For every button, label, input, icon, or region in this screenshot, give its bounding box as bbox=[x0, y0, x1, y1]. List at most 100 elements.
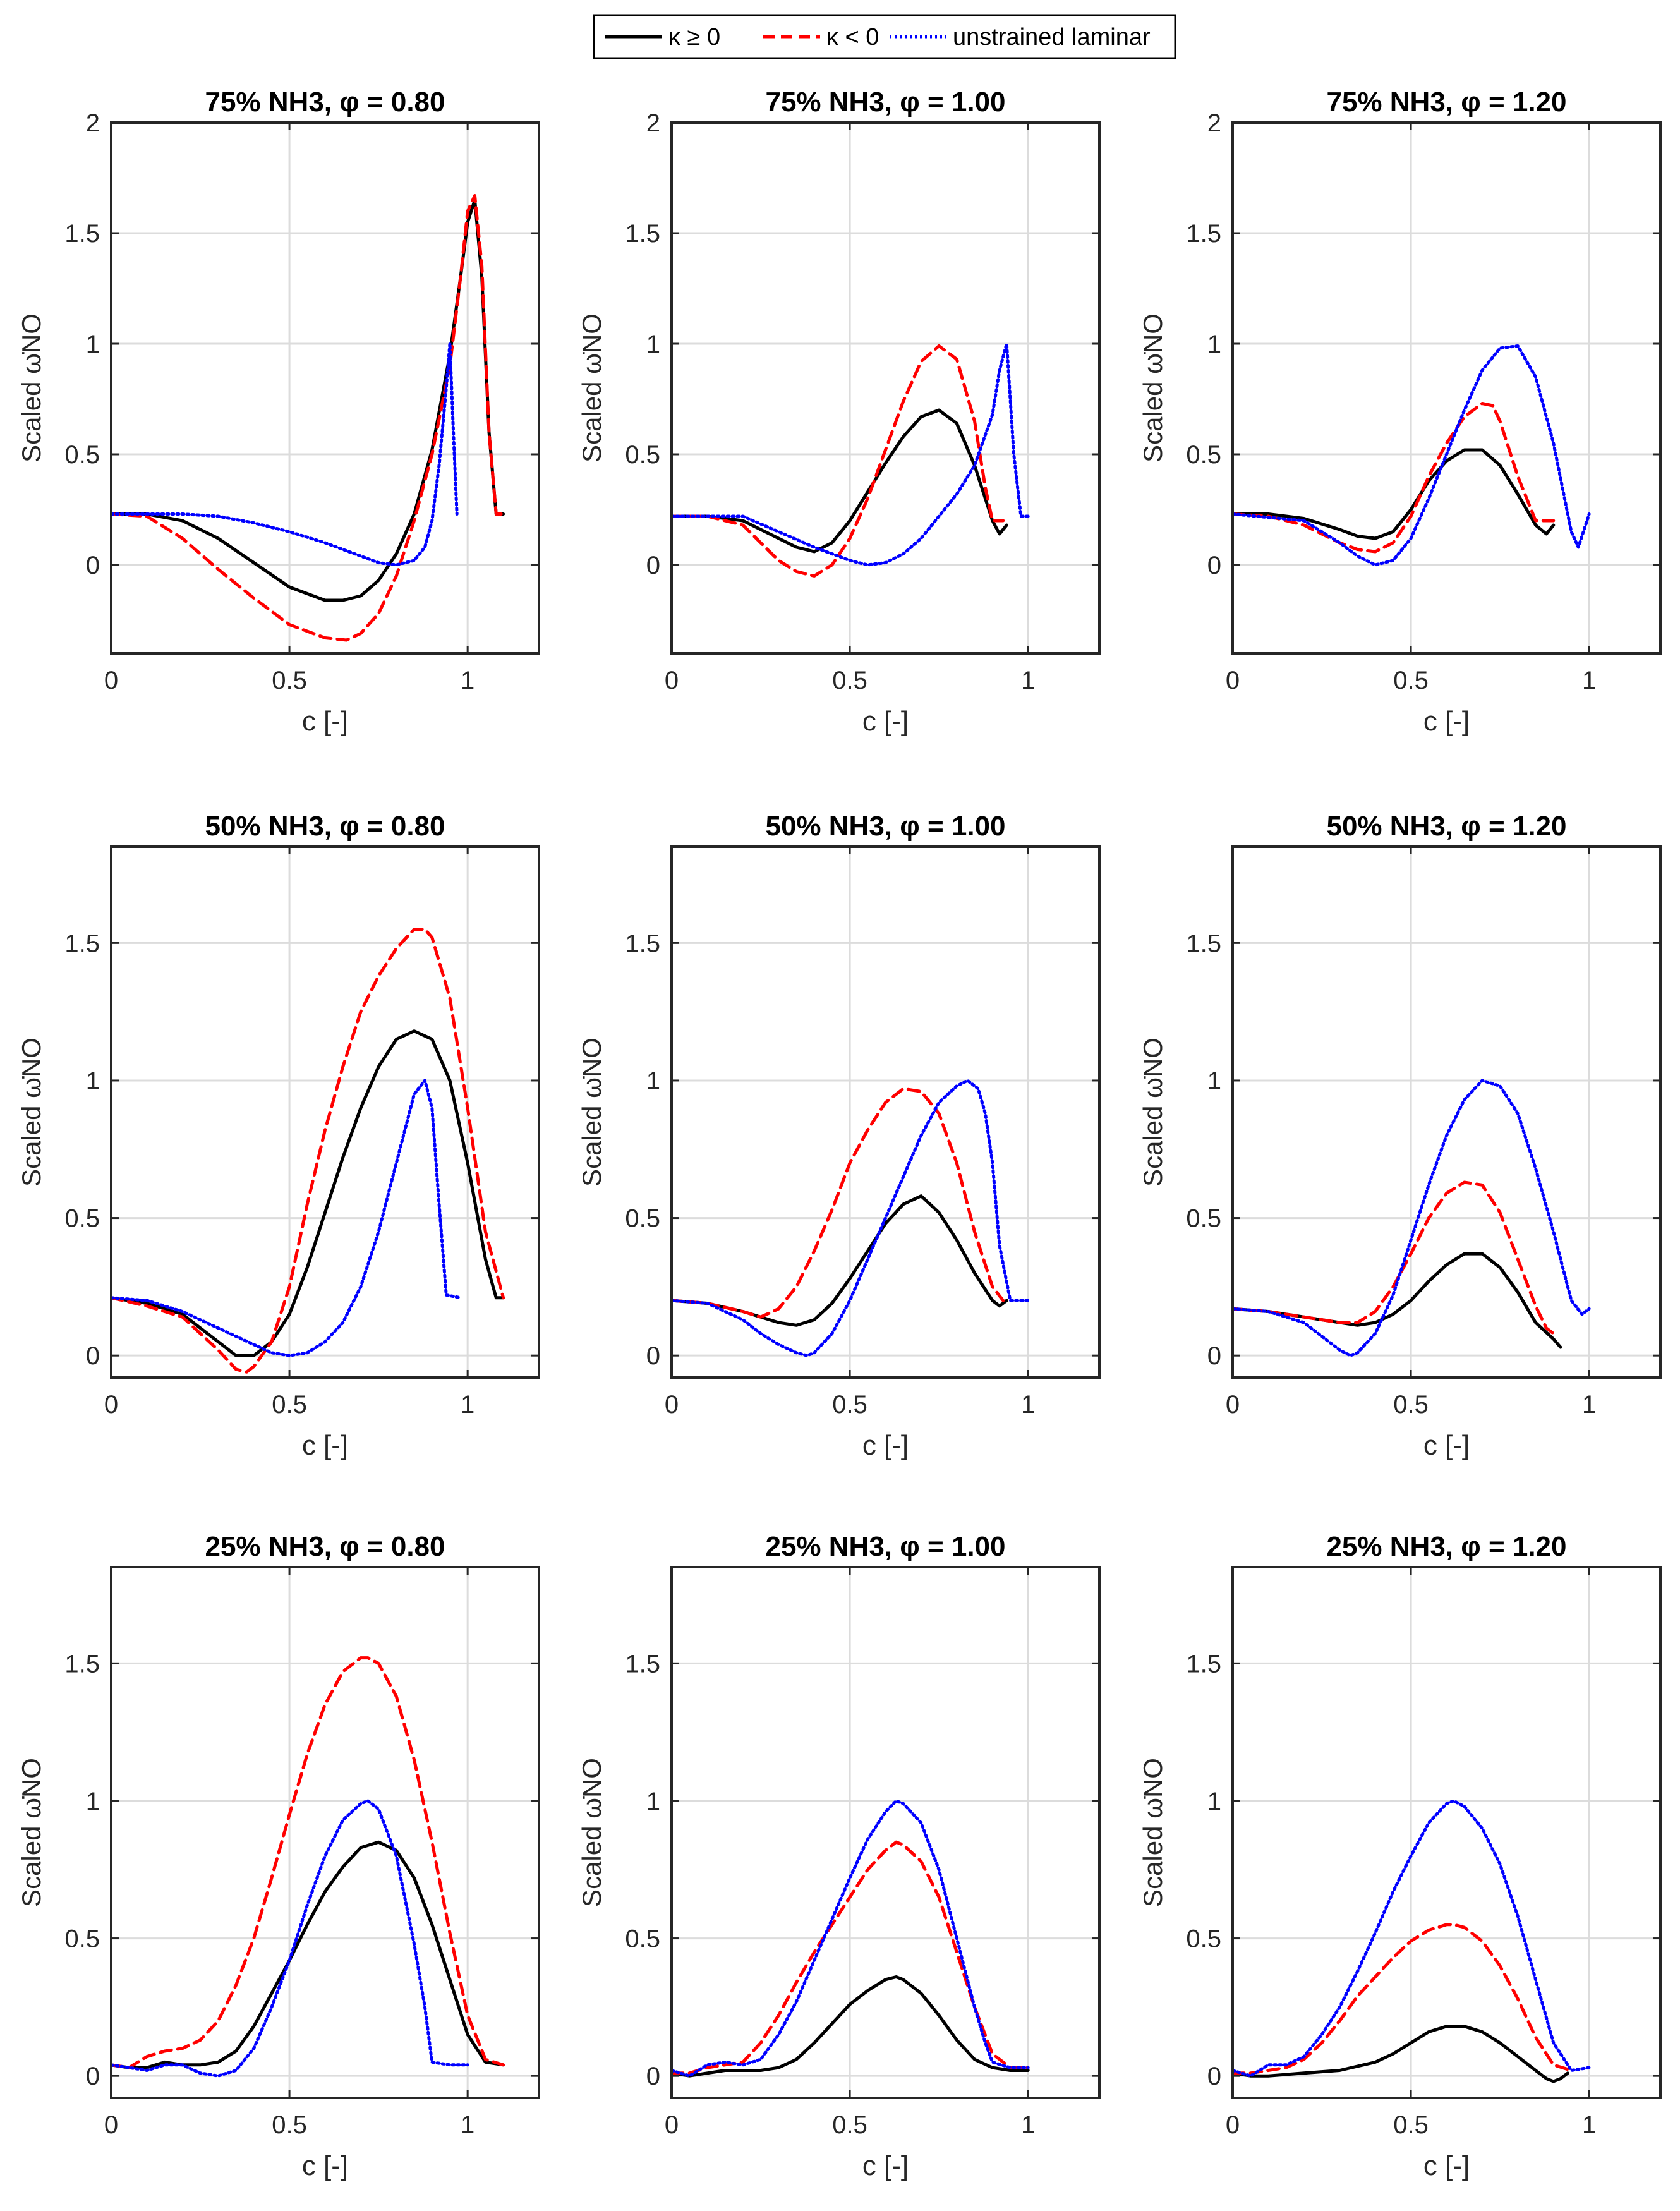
y-tick-label: 1 bbox=[1207, 1067, 1221, 1095]
panel-title: 25% NH3, φ = 0.80 bbox=[205, 1531, 445, 1562]
series-line-kappa-pos bbox=[1233, 2025, 1569, 2083]
panel-9: 0 0.5 1 0 0.5 1 1.5 25% NH3, φ = 1.20 c [-] Scale… bbox=[1138, 1531, 1662, 2181]
panel-4: 0 0.5 1 0 0.5 1 1.5 50% NH3, φ = 0.80 c [-] Scale… bbox=[16, 811, 540, 1461]
legend: κ ≥ 0 κ < 0 unstrained laminar bbox=[593, 14, 1176, 59]
y-tick-label: 0.5 bbox=[625, 1925, 660, 1953]
x-tick-label: 0 bbox=[104, 1391, 118, 1419]
series-line-kappa-pos bbox=[1233, 448, 1556, 540]
axes-box bbox=[670, 1566, 1101, 2099]
x-tick-label: 0.5 bbox=[832, 1391, 867, 1419]
y-tick-label: 2 bbox=[1207, 109, 1221, 137]
y-tick-label: 1 bbox=[646, 1788, 660, 1815]
legend-label-kappa-neg: κ < 0 bbox=[826, 24, 879, 51]
axes-box bbox=[1231, 1566, 1662, 2099]
series-line-unstrained bbox=[111, 1799, 469, 2078]
series-group bbox=[1233, 1079, 1591, 1357]
y-tick-label: 1.5 bbox=[64, 930, 100, 957]
x-tick-label: 1 bbox=[1582, 1391, 1596, 1419]
x-axis-label: c [-] bbox=[862, 2150, 909, 2181]
x-tick-label: 0.5 bbox=[272, 2111, 307, 2139]
x-tick-label: 0 bbox=[1226, 667, 1240, 694]
y-axis-label: Scaled ω̇NO bbox=[577, 1758, 607, 1907]
axes-box bbox=[1231, 121, 1662, 655]
x-tick-label: 0 bbox=[665, 1391, 679, 1419]
y-tick-label: 0 bbox=[1207, 1342, 1221, 1370]
panels-grid: 0 0.5 1 0 0.5 1 1.5 2 75% NH3, φ = 0.80 c [-] Scal… bbox=[16, 87, 1662, 2181]
panel-title: 25% NH3, φ = 1.00 bbox=[765, 1531, 1005, 1562]
y-tick-label: 1.5 bbox=[64, 1650, 100, 1678]
panel-2: 0 0.5 1 0 0.5 1 1.5 2 75% NH3, φ = 1.00 c [-] Scal… bbox=[577, 87, 1101, 737]
series-line-unstrained bbox=[111, 342, 459, 567]
y-tick-label: 1 bbox=[86, 330, 100, 358]
x-axis-label: c [-] bbox=[1423, 1430, 1470, 1461]
y-tick-label: 2 bbox=[646, 109, 660, 137]
series-group bbox=[111, 194, 505, 642]
x-tick-label: 0.5 bbox=[1393, 1391, 1429, 1419]
y-tick-label: 1.5 bbox=[1186, 930, 1221, 957]
y-tick-label: 1.5 bbox=[1186, 1650, 1221, 1678]
axes-box bbox=[110, 121, 540, 655]
y-tick-label: 0 bbox=[646, 1342, 660, 1370]
series-line-unstrained bbox=[111, 1079, 462, 1357]
x-tick-label: 0 bbox=[104, 667, 118, 694]
x-tick-label: 0.5 bbox=[272, 1391, 307, 1419]
series-group bbox=[672, 1079, 1030, 1357]
x-tick-label: 1 bbox=[461, 667, 474, 694]
x-axis-label: c [-] bbox=[1423, 2150, 1470, 2181]
series-line-unstrained bbox=[1233, 1079, 1591, 1357]
y-axis-label: Scaled ω̇NO bbox=[1138, 1038, 1168, 1187]
y-tick-label: 0.5 bbox=[625, 1205, 660, 1233]
series-line-unstrained bbox=[1233, 344, 1591, 567]
y-tick-label: 0 bbox=[646, 552, 660, 579]
legend-label-kappa-pos: κ ≥ 0 bbox=[668, 24, 720, 51]
y-tick-label: 1.5 bbox=[625, 1650, 660, 1678]
series-line-kappa-pos bbox=[111, 1029, 505, 1357]
x-tick-label: 0.5 bbox=[832, 667, 867, 694]
x-tick-label: 0 bbox=[665, 2111, 679, 2139]
y-tick-label: 0.5 bbox=[64, 1925, 100, 1953]
series-line-kappa-neg bbox=[1233, 1180, 1556, 1335]
y-tick-label: 0 bbox=[1207, 552, 1221, 579]
y-tick-label: 0 bbox=[86, 2063, 100, 2090]
y-axis-label: Scaled ω̇NO bbox=[16, 1038, 46, 1187]
series-line-kappa-neg bbox=[111, 928, 505, 1374]
x-tick-label: 1 bbox=[1582, 667, 1596, 694]
y-tick-label: 0.5 bbox=[625, 441, 660, 469]
series-group bbox=[111, 1656, 505, 2078]
series-line-unstrained bbox=[672, 1079, 1030, 1357]
series-line-kappa-pos bbox=[672, 408, 1008, 554]
y-tick-label: 1.5 bbox=[64, 220, 100, 248]
series-line-kappa-neg bbox=[111, 1656, 505, 2069]
y-tick-label: 0 bbox=[646, 2063, 660, 2090]
panel-title: 75% NH3, φ = 1.20 bbox=[1326, 87, 1566, 118]
axes-box bbox=[110, 1566, 540, 2099]
x-tick-label: 1 bbox=[1582, 2111, 1596, 2139]
x-tick-label: 0 bbox=[1226, 1391, 1240, 1419]
panel-title: 50% NH3, φ = 0.80 bbox=[205, 811, 445, 842]
y-axis-label: Scaled ω̇NO bbox=[16, 313, 46, 463]
x-axis-label: c [-] bbox=[1423, 706, 1470, 737]
series-group bbox=[1233, 344, 1591, 567]
axes-box bbox=[110, 845, 540, 1379]
series-line-kappa-neg bbox=[111, 194, 505, 642]
panel-3: 0 0.5 1 0 0.5 1 1.5 2 75% NH3, φ = 1.20 c [-] Scal… bbox=[1138, 87, 1662, 737]
y-tick-label: 1 bbox=[1207, 330, 1221, 358]
y-tick-label: 1.5 bbox=[625, 930, 660, 957]
y-axis-label: Scaled ω̇NO bbox=[577, 1038, 607, 1187]
series-group bbox=[672, 1799, 1030, 2078]
y-tick-label: 0.5 bbox=[1186, 1925, 1221, 1953]
y-tick-label: 0.5 bbox=[1186, 441, 1221, 469]
y-tick-label: 1.5 bbox=[1186, 220, 1221, 248]
x-tick-label: 1 bbox=[461, 2111, 474, 2139]
x-axis-label: c [-] bbox=[862, 706, 909, 737]
y-tick-label: 0.5 bbox=[64, 1205, 100, 1233]
axes-box bbox=[1231, 845, 1662, 1379]
x-tick-label: 0.5 bbox=[272, 667, 307, 694]
panel-title: 75% NH3, φ = 1.00 bbox=[765, 87, 1005, 118]
series-group bbox=[111, 928, 505, 1374]
y-tick-label: 1 bbox=[1207, 1788, 1221, 1815]
x-tick-label: 1 bbox=[1021, 2111, 1035, 2139]
panel-7: 0 0.5 1 0 0.5 1 1.5 25% NH3, φ = 0.80 c [-] Scale… bbox=[16, 1531, 540, 2181]
panel-1: 0 0.5 1 0 0.5 1 1.5 2 75% NH3, φ = 0.80 c [-] Scal… bbox=[16, 87, 540, 737]
